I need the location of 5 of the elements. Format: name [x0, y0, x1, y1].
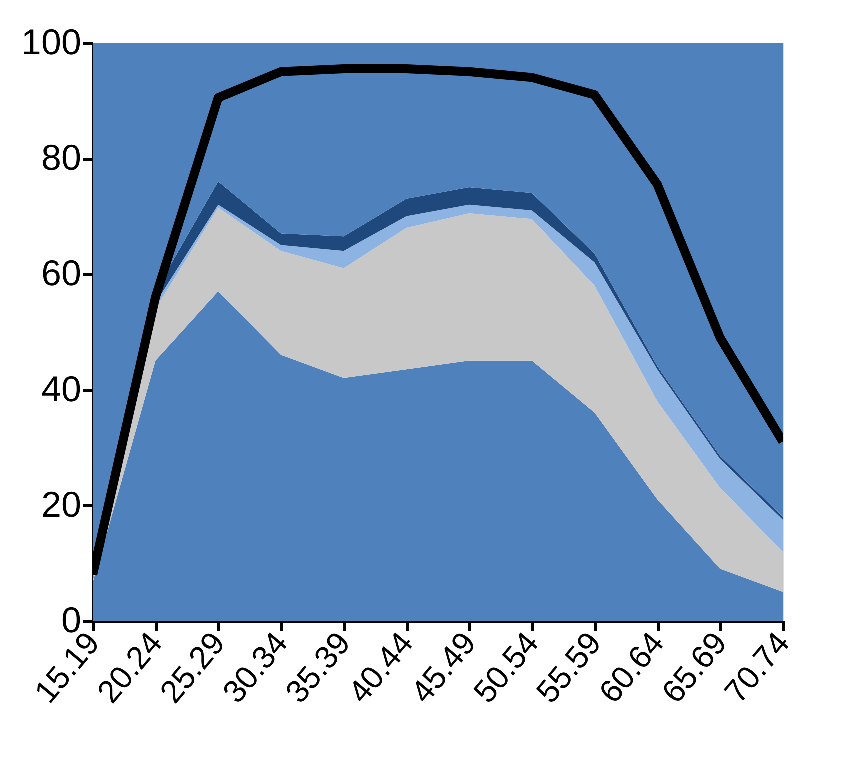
y-tick-label: 40 [41, 368, 82, 410]
y-tick-label: 60 [41, 252, 82, 294]
y-tick-label: 100 [21, 22, 82, 62]
y-tick-label: 80 [41, 137, 82, 178]
y-tick-label: 20 [41, 484, 82, 525]
